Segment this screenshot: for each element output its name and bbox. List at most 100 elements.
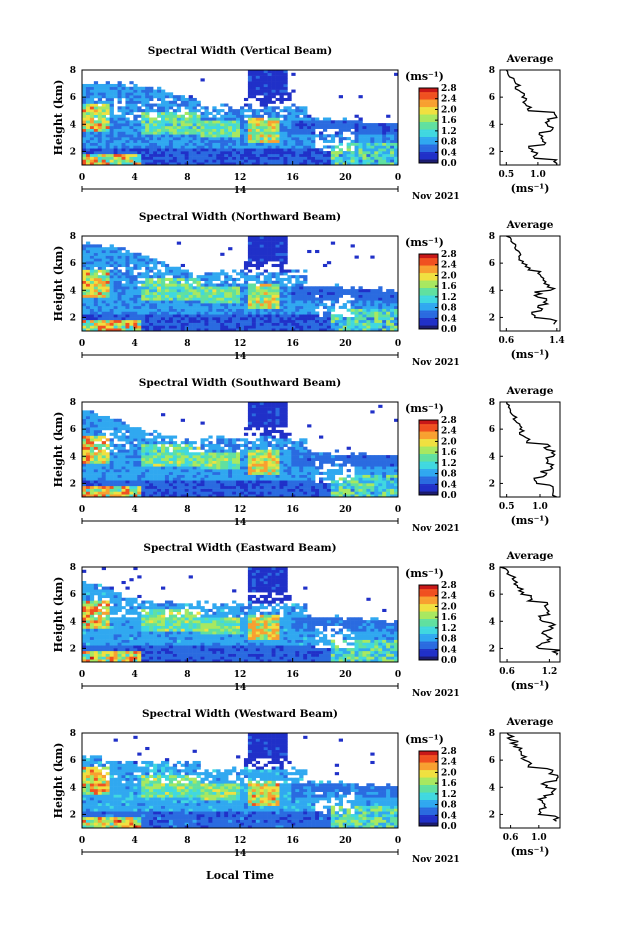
heatmap-cell (236, 153, 241, 157)
heatmap-cell (263, 427, 268, 431)
heatmap-cell (251, 148, 257, 152)
heatmap-cell (267, 92, 272, 96)
heatmap-cell (220, 446, 225, 450)
heatmap-cell (137, 252, 142, 256)
heatmap-cell (176, 103, 182, 107)
heatmap-cell (283, 156, 288, 160)
colorbar-tick-label: 2.4 (441, 95, 457, 105)
heatmap-cell (89, 463, 95, 467)
heatmap-cell (228, 457, 233, 461)
heatmap-cell (192, 488, 197, 492)
heatmap-cell (85, 314, 91, 318)
heatmap-cell (378, 294, 383, 298)
heatmap-cell (243, 457, 249, 461)
heatmap-cell (374, 328, 379, 332)
heatmap-cell (161, 322, 166, 326)
heatmap-cell (93, 159, 99, 163)
heatmap-cell (82, 137, 87, 141)
heatmap-cell (267, 95, 272, 99)
heatmap-cell (259, 151, 264, 155)
heatmap-cell (307, 134, 312, 138)
heatmap-cell (89, 466, 95, 470)
heatmap-cell (232, 449, 237, 453)
heatmap-cell (212, 488, 217, 492)
heatmap-cell (236, 139, 241, 143)
heatmap-cell (109, 314, 114, 318)
heatmap-cell (180, 305, 185, 309)
heatmap-cell (109, 123, 114, 127)
heatmap-cell (97, 317, 103, 321)
heatmap-cell (303, 153, 308, 157)
heatmap-cell (255, 480, 261, 484)
heatmap-cell (267, 100, 272, 104)
heatmap-cell (204, 109, 209, 113)
heatmap-cell (263, 418, 268, 422)
heatmap-cell (240, 294, 245, 298)
heatmap-cell (137, 471, 142, 475)
heatmap-cell (176, 480, 182, 484)
heatmap-cell (287, 137, 292, 141)
heatmap-cell (176, 137, 182, 141)
heatmap-cell (85, 252, 91, 256)
heatmap-cell (161, 109, 166, 113)
heatmap-cell (370, 311, 375, 315)
heatmap-cell (145, 263, 150, 268)
heatmap-cell (85, 429, 91, 434)
heatmap-cell (271, 109, 276, 113)
heatmap-cell (188, 131, 193, 135)
heatmap-cell (370, 145, 375, 149)
heatmap-cell (117, 263, 122, 268)
heatmap-cell (153, 328, 158, 332)
heatmap-cell (342, 156, 347, 160)
heatmap-cell (386, 308, 391, 312)
heatmap-cell (243, 145, 249, 149)
heatmap-cell (362, 153, 367, 157)
heatmap-cell (271, 139, 276, 143)
heatmap-cell (149, 283, 154, 287)
heatmap-cell (168, 435, 174, 439)
heatmap-cell (315, 134, 320, 138)
heatmap-cell (267, 443, 272, 447)
heatmap-cell (362, 322, 367, 326)
heatmap-cell (121, 272, 126, 276)
heatmap-cell (267, 421, 272, 425)
heatmap-cell (149, 277, 154, 281)
heatmap-cell (263, 261, 268, 265)
heatmap-cell (82, 466, 87, 470)
heatmap-cell (263, 460, 268, 464)
heatmap-cell (279, 446, 284, 450)
heatmap-cell (251, 123, 257, 127)
heatmap-cell (192, 123, 197, 127)
heatmap-cell (267, 275, 272, 279)
heatmap-cell (228, 145, 233, 149)
heatmap-cell (117, 109, 122, 113)
heatmap-cell (283, 297, 288, 301)
heatmap-cell (145, 294, 150, 298)
heatmap-cell (263, 156, 268, 160)
colorbar-segment (419, 323, 438, 326)
heatmap-cell (247, 415, 253, 420)
heatmap-cell (263, 446, 268, 450)
heatmap-cell (89, 432, 95, 436)
heatmap-cell (145, 266, 150, 270)
heatmap-cell (97, 438, 103, 442)
heatmap-cell (291, 125, 296, 129)
heatmap-cell (153, 471, 158, 475)
heatmap-cell (283, 162, 288, 166)
heatmap-cell (291, 120, 296, 124)
heatmap-cell (85, 151, 91, 155)
heatmap-cell (196, 291, 201, 295)
heatmap-cell (216, 325, 221, 329)
heatmap-cell (243, 460, 249, 464)
heatmap-cell (303, 114, 308, 118)
heatmap-cell (279, 145, 284, 149)
heatmap-cell (204, 328, 209, 332)
heatmap-cell (303, 305, 308, 309)
heatmap-cell (287, 114, 292, 118)
heatmap-cell (283, 325, 288, 329)
heatmap-cell (200, 277, 205, 281)
heatmap-cell (196, 485, 201, 489)
heatmap-cell (326, 156, 332, 160)
heatmap-cell (176, 275, 182, 279)
heatmap-cell (263, 78, 268, 82)
